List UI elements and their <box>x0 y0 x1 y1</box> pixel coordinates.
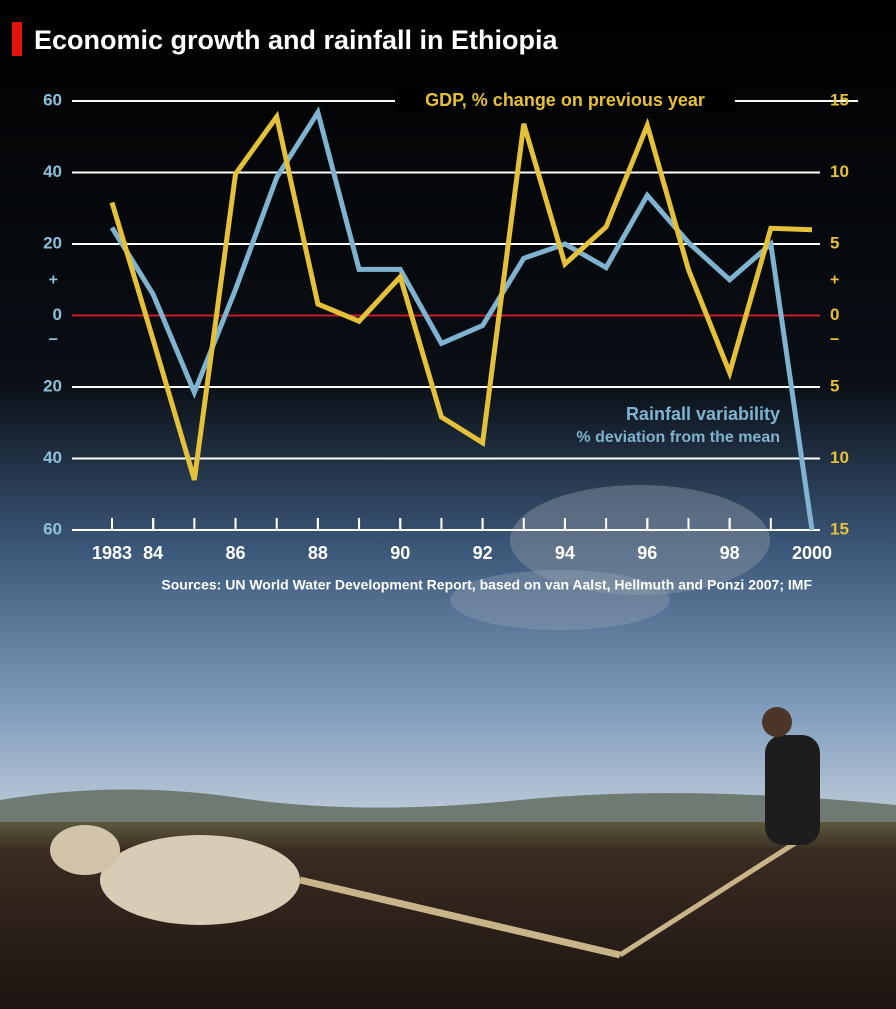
y2-tick-label: 10 <box>830 162 849 181</box>
x-tick-label: 84 <box>143 543 163 563</box>
ox-head <box>50 825 120 875</box>
ox <box>100 835 300 925</box>
y-tick-label: 40 <box>43 162 62 181</box>
y2-tick-label: 0 <box>830 305 839 324</box>
x-tick-label: 92 <box>473 543 493 563</box>
legend-label: Rainfall variability <box>626 404 780 424</box>
chart-title: Economic growth and rainfall in Ethiopia <box>34 25 559 55</box>
sign-label: + <box>49 272 58 289</box>
sign-label: + <box>830 272 839 289</box>
y2-tick-label: 10 <box>830 448 849 467</box>
x-tick-label: 98 <box>720 543 740 563</box>
x-tick-label: 2000 <box>792 543 832 563</box>
farmer-head <box>762 707 792 737</box>
x-tick-label: 1983 <box>92 543 132 563</box>
y-tick-label: 20 <box>43 376 62 395</box>
y2-tick-label: 15 <box>830 519 849 538</box>
y-tick-label: 20 <box>43 233 62 252</box>
y-tick-label: 40 <box>43 448 62 467</box>
y2-tick-label: 5 <box>830 233 839 252</box>
y-tick-label: 0 <box>53 305 62 324</box>
y2-tick-label: 5 <box>830 376 839 395</box>
annotation: % deviation from the mean <box>576 429 780 446</box>
title-bar <box>12 22 22 56</box>
page: Economic growth and rainfall in Ethiopia… <box>0 0 896 1009</box>
y-tick-label: 60 <box>43 519 62 538</box>
legend-label: GDP, % change on previous year <box>425 90 705 110</box>
farmer <box>765 735 820 845</box>
sign-label: − <box>830 332 839 349</box>
x-tick-label: 90 <box>390 543 410 563</box>
sign-label: − <box>49 332 58 349</box>
x-tick-label: 96 <box>637 543 657 563</box>
source: Sources: UN World Water Development Repo… <box>161 577 812 593</box>
y2-tick-label: 15 <box>830 90 849 109</box>
x-tick-label: 88 <box>308 543 328 563</box>
y-tick-label: 60 <box>43 90 62 109</box>
x-tick-label: 86 <box>226 543 246 563</box>
x-tick-label: 94 <box>555 543 575 563</box>
chart: Economic growth and rainfall in Ethiopia… <box>0 0 896 1009</box>
